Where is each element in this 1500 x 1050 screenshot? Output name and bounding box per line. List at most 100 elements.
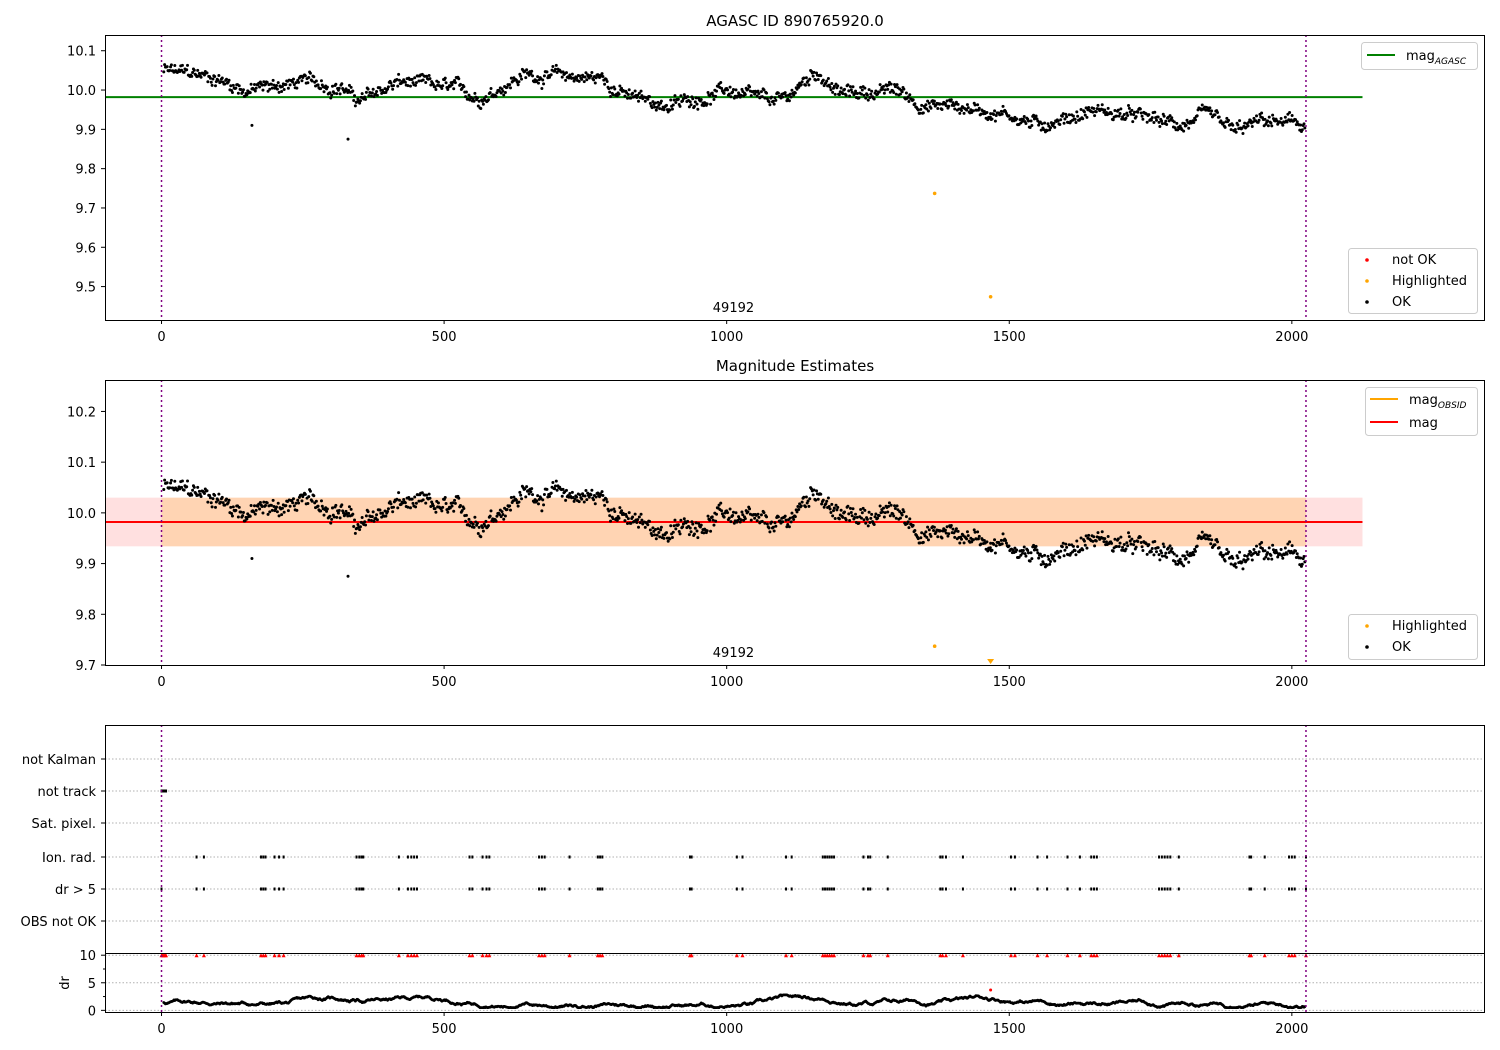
ok-point (453, 501, 457, 505)
ok-point (330, 93, 334, 97)
ok-point (1092, 535, 1096, 539)
ok-point (1129, 112, 1133, 116)
ok-point (448, 506, 452, 510)
ok-point (611, 93, 615, 97)
ok-point (787, 525, 791, 529)
dr-clipped-marker (542, 953, 547, 958)
ok-point (695, 102, 699, 106)
ok-point (575, 76, 579, 80)
ok-point (1074, 553, 1078, 557)
ok-point (1030, 557, 1034, 561)
ok-point (692, 532, 696, 536)
ok-point (788, 92, 792, 96)
ok-point (424, 501, 428, 505)
ok-point (1040, 554, 1044, 558)
ok-point (1187, 560, 1191, 564)
ok-point (1030, 124, 1034, 128)
ok-point (191, 488, 195, 492)
ok-point (509, 495, 513, 499)
ok-point (234, 508, 238, 512)
ok-point (1130, 108, 1134, 112)
ok-point (252, 504, 256, 508)
flag-point (355, 887, 358, 891)
ok-point (431, 504, 435, 508)
ok-point (1035, 548, 1039, 552)
ok-point (1021, 551, 1025, 555)
ok-point (951, 527, 955, 531)
ok-point (489, 87, 493, 91)
ok-point (1238, 119, 1242, 123)
ok-point (844, 518, 848, 522)
ok-point (219, 500, 223, 504)
ok-point (889, 82, 893, 86)
ok-point (443, 495, 447, 499)
ok-point (260, 505, 264, 509)
ok-point (926, 109, 930, 113)
ok-point (1152, 553, 1156, 557)
ok-point (397, 72, 401, 76)
ok-point (965, 537, 969, 541)
ok-point (564, 78, 568, 82)
ok-point (868, 96, 872, 100)
ok-point (555, 70, 559, 74)
ok-point (815, 489, 819, 493)
ok-point (1022, 545, 1026, 549)
ok-point (471, 97, 475, 101)
ok-point (458, 503, 462, 507)
flag-point (397, 855, 400, 859)
ok-point (821, 498, 825, 502)
ok-point (848, 506, 852, 510)
ok-point (696, 107, 700, 111)
ok-point (356, 523, 360, 527)
ok-point (826, 496, 830, 500)
ok-point (861, 506, 865, 510)
ok-point (1219, 551, 1223, 555)
ok-point (1091, 539, 1095, 543)
ok-point (971, 538, 975, 542)
ok-point (688, 100, 692, 104)
ok-point (294, 501, 298, 505)
flag-point (790, 887, 793, 891)
ok-point (1029, 551, 1033, 555)
ok-point (340, 82, 344, 86)
ok-point (1180, 562, 1184, 566)
flag-point (410, 855, 413, 859)
ok-point (1053, 559, 1057, 563)
flag-point (1078, 855, 1081, 859)
ok-point (790, 88, 794, 92)
ok-point (1096, 103, 1100, 107)
ok-point (364, 514, 368, 518)
ok-point (1257, 550, 1261, 554)
flag-point (599, 855, 602, 859)
ok-point (1139, 111, 1143, 115)
flag-point (471, 887, 474, 891)
flag-row-label: OBS not OK (21, 915, 97, 930)
ok-point (867, 510, 871, 514)
ok-point (929, 534, 933, 538)
ok-point (1102, 110, 1106, 114)
dr-clipped-marker (1157, 953, 1162, 958)
flag-point (1169, 887, 1172, 891)
ok-point (551, 480, 555, 484)
flag-point (939, 855, 942, 859)
dr-clipped-marker (164, 953, 169, 958)
ok-point (1290, 113, 1294, 117)
ok-point (590, 488, 594, 492)
ok-point (505, 507, 509, 511)
ok-point (265, 501, 269, 505)
panel-agasc-xaxis: 0 500 1000 1500 2000 (157, 320, 1308, 345)
ok-point (291, 80, 295, 84)
ok-point (464, 513, 468, 517)
ok-point (676, 523, 680, 527)
ok-point (846, 504, 850, 508)
ok-point (536, 494, 540, 498)
y-tick-label: 10.2 (67, 405, 96, 420)
ok-point (568, 492, 572, 496)
ok-point (1134, 545, 1138, 549)
ok-point (1127, 535, 1131, 539)
ok-point (358, 99, 362, 103)
ok-point (902, 87, 906, 91)
ok-point (768, 530, 772, 534)
ok-point (509, 508, 513, 512)
ok-point (1139, 541, 1143, 545)
